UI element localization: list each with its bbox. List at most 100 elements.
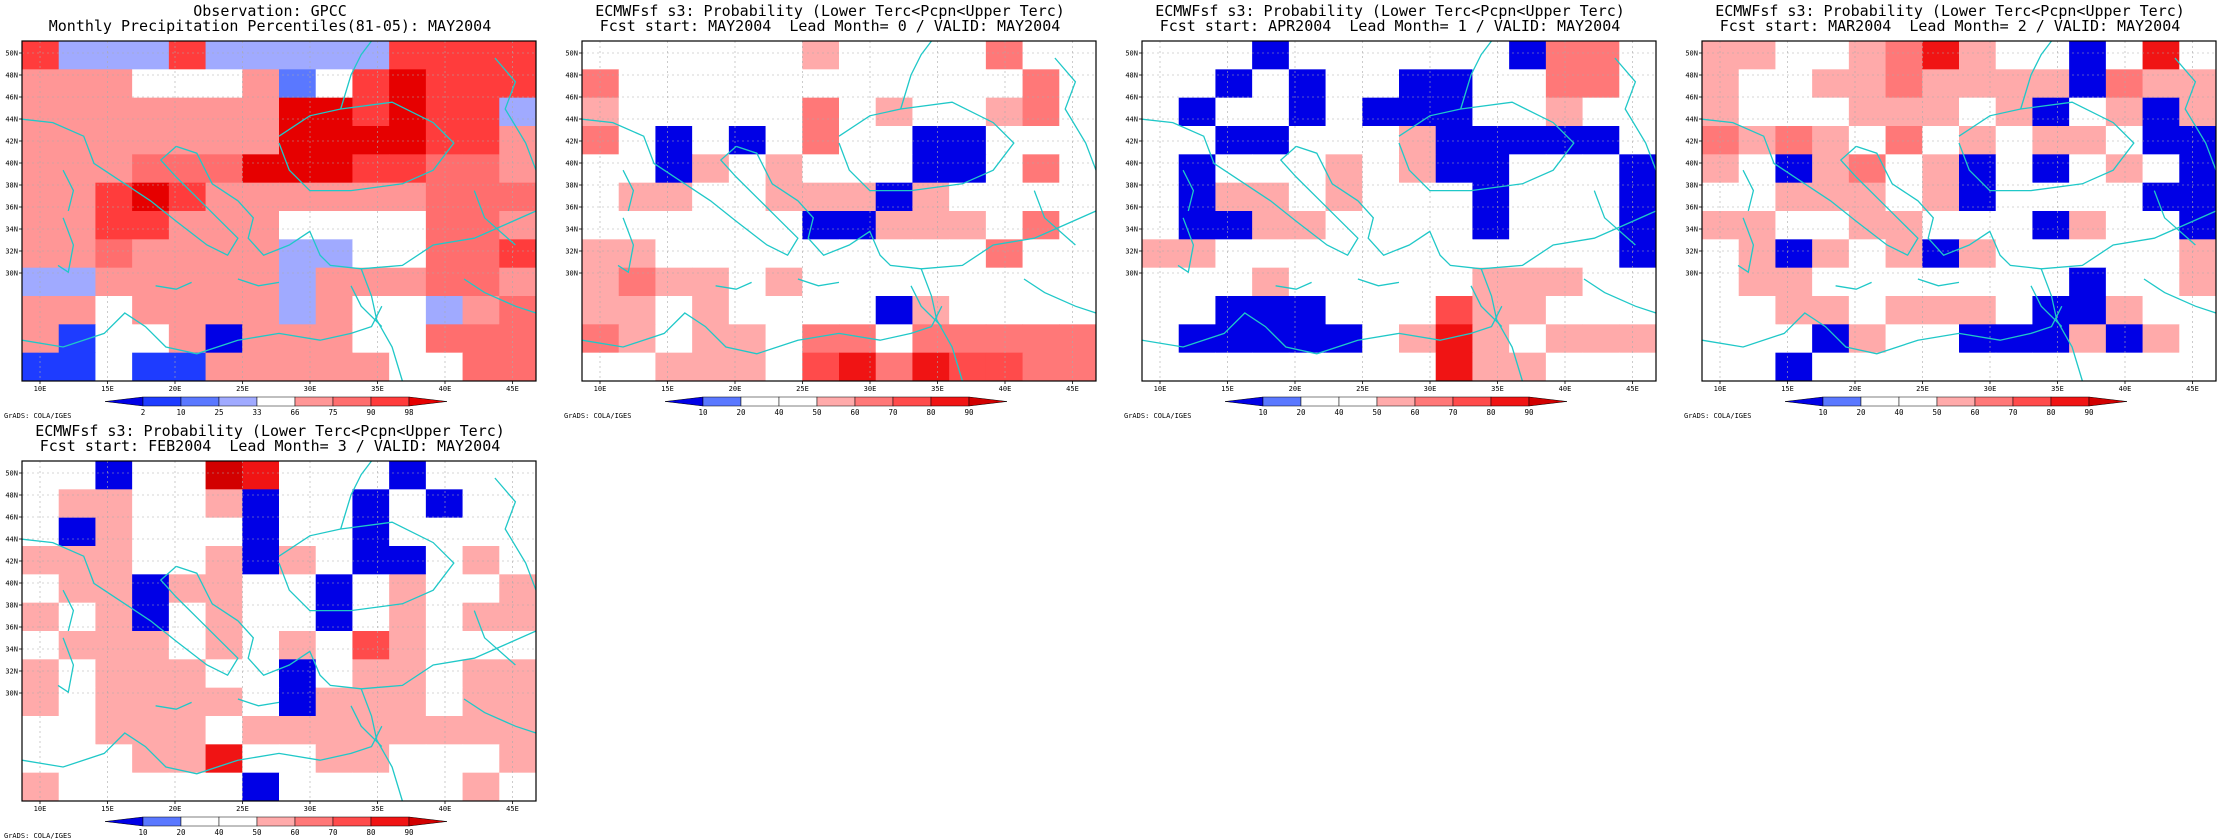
precip-grid-cell: [462, 517, 500, 547]
precip-grid-cell: [58, 461, 96, 490]
precip-grid-cell: [22, 182, 60, 212]
precip-grid-cell: [1995, 296, 2033, 325]
precip-grid-cell: [1252, 69, 1290, 99]
precip-grid-cell: [462, 296, 500, 325]
precip-grid-cell: [2179, 239, 2217, 269]
coastline: [2143, 278, 2217, 314]
latitude-label: 34N: [1685, 226, 1698, 234]
latitude-label: 42N: [565, 138, 578, 146]
precip-grid-cell: [1178, 211, 1216, 240]
precip-grid-cell: [985, 296, 1024, 325]
latitude-label: 30N: [565, 270, 578, 278]
precip-grid-cell: [692, 182, 730, 212]
precip-grid-cell: [58, 546, 96, 575]
precip-grid-cell: [462, 239, 500, 269]
precip-grid-cell: [352, 574, 390, 604]
colorbar-label: 10: [1258, 408, 1268, 417]
precip-grid-cell: [655, 41, 693, 70]
precip-grid-cell: [1288, 267, 1327, 297]
colorbar-segment: [892, 396, 932, 407]
precip-grid-cell: [1215, 97, 1253, 127]
colorbar-segment: [1822, 396, 1862, 407]
precip-grid-cell: [1885, 126, 1923, 155]
precip-grid-cell: [1738, 296, 1776, 325]
precip-grid-cell: [1848, 239, 1887, 269]
precip-grid-cell: [315, 211, 353, 240]
longitude-label: 45E: [506, 805, 519, 813]
precip-grid-cell: [1288, 41, 1327, 70]
precip-grid-cell: [425, 182, 464, 212]
precip-grid-cell: [1059, 324, 1097, 354]
precip-grid-cell: [132, 324, 170, 354]
precip-grid-cell: [132, 296, 170, 325]
precip-grid-cell: [1435, 69, 1473, 99]
precip-grid-cell: [168, 772, 207, 802]
latitude-label: 34N: [565, 226, 578, 234]
precip-grid-cell: [1288, 97, 1327, 127]
longitude-label: 25E: [1916, 385, 1929, 393]
longitude-label: 30E: [304, 385, 317, 393]
coastline: [1855, 145, 2217, 270]
coastline: [581, 305, 943, 355]
precip-grid-cell: [315, 631, 353, 660]
precip-grid-cell: [352, 687, 390, 717]
precip-grid-cell: [1619, 154, 1657, 184]
precip-grid-cell: [58, 744, 96, 774]
precip-grid-cell: [425, 296, 464, 325]
precip-grid-cell: [1848, 267, 1887, 297]
precip-grid-cell: [22, 352, 60, 382]
precip-grid-cell: [2142, 239, 2180, 269]
latitude-label: 36N: [5, 624, 18, 632]
colorbar-label: 20: [1856, 408, 1866, 417]
precip-grid-cell: [22, 267, 60, 297]
precip-grid-cell: [875, 154, 913, 184]
precip-grid-cell: [875, 267, 913, 297]
precip-grid-cell: [875, 182, 913, 212]
coastline: [617, 217, 635, 274]
precip-grid-cell: [1362, 69, 1400, 99]
coastline: [62, 169, 75, 212]
precip-grid-cell: [1509, 324, 1547, 354]
precip-grid-cell: [242, 97, 280, 127]
latitude-label: 36N: [565, 204, 578, 212]
coastline: [155, 701, 192, 710]
colorbar-segment: [180, 816, 220, 827]
precip-grid-cell: [315, 489, 353, 519]
longitude-label: 10E: [34, 805, 47, 813]
precip-grid-cell: [95, 211, 133, 240]
precip-grid-cell: [655, 211, 693, 240]
precip-grid-cell: [1848, 211, 1887, 240]
longitude-label: 45E: [1626, 385, 1639, 393]
precip-grid-cell: [1435, 239, 1473, 269]
precip-grid-cell: [985, 69, 1024, 99]
precip-grid-cell: [1812, 267, 1850, 297]
precip-grid-cell: [462, 574, 500, 604]
precip-grid-cell: [389, 126, 427, 155]
colorbar-label: 80: [1486, 408, 1496, 417]
precip-grid-cell: [728, 41, 767, 70]
precip-grid-cell: [1922, 69, 1960, 99]
precip-grid-cell: [1848, 296, 1887, 325]
precip-grid-cell: [389, 296, 427, 325]
precip-grid-cell: [1435, 211, 1473, 240]
precip-grid-cell: [1702, 41, 1740, 70]
precip-grid-cell: [1472, 97, 1510, 127]
precip-grid-cell: [352, 659, 390, 689]
precip-grid-cell: [1775, 296, 1813, 325]
precip-grid-cell: [802, 211, 840, 240]
coastline: [1835, 281, 1872, 290]
precip-grid-cell: [2032, 97, 2070, 127]
coastline: [278, 101, 455, 192]
coastline: [1958, 101, 2135, 192]
precip-grid-cell: [839, 267, 877, 297]
precip-grid-cell: [1582, 352, 1620, 382]
colorbar-segment: [1936, 396, 1976, 407]
precip-grid-cell: [582, 182, 620, 212]
precip-grid-cell: [1435, 296, 1473, 325]
precip-grid-cell: [1252, 267, 1290, 297]
precip-grid-cell: [1848, 41, 1887, 70]
precip-grid-cell: [1922, 296, 1960, 325]
precip-grid-cell: [499, 239, 537, 269]
precip-grid-cell: [352, 211, 390, 240]
precip-grid-cell: [242, 546, 280, 575]
